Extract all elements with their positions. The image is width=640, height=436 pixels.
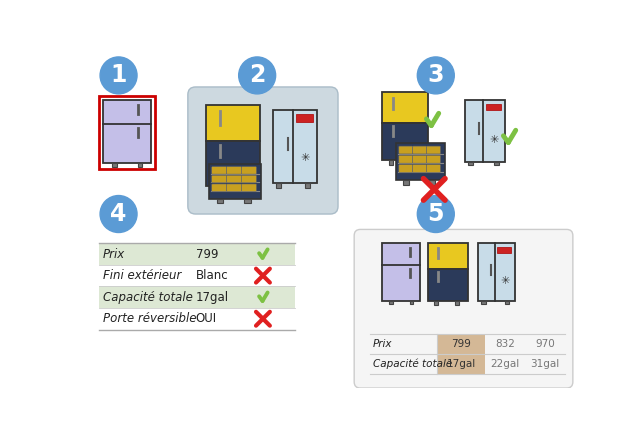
Text: 17gal: 17gal	[447, 359, 476, 369]
FancyBboxPatch shape	[427, 164, 440, 172]
FancyBboxPatch shape	[486, 104, 501, 110]
FancyBboxPatch shape	[227, 184, 241, 191]
FancyBboxPatch shape	[227, 175, 241, 183]
FancyBboxPatch shape	[216, 199, 223, 203]
Text: Prix: Prix	[103, 248, 125, 261]
Text: 832: 832	[495, 339, 515, 349]
Text: Prix: Prix	[372, 339, 392, 349]
FancyBboxPatch shape	[399, 146, 413, 154]
FancyBboxPatch shape	[497, 247, 511, 252]
FancyBboxPatch shape	[99, 308, 295, 330]
FancyBboxPatch shape	[99, 243, 295, 265]
FancyBboxPatch shape	[413, 160, 418, 165]
FancyBboxPatch shape	[212, 167, 227, 174]
Text: ✳: ✳	[300, 153, 309, 163]
Text: 3: 3	[428, 63, 444, 88]
FancyBboxPatch shape	[296, 115, 313, 122]
FancyBboxPatch shape	[305, 183, 310, 187]
FancyBboxPatch shape	[481, 301, 486, 304]
Text: Capacité totale: Capacité totale	[372, 359, 452, 369]
FancyBboxPatch shape	[112, 163, 116, 167]
FancyBboxPatch shape	[243, 186, 248, 191]
FancyBboxPatch shape	[354, 229, 573, 388]
Text: 5: 5	[428, 202, 444, 226]
FancyBboxPatch shape	[99, 286, 295, 308]
FancyBboxPatch shape	[429, 180, 435, 184]
Text: ✳: ✳	[489, 135, 499, 145]
FancyBboxPatch shape	[389, 160, 394, 165]
Circle shape	[100, 195, 137, 232]
FancyBboxPatch shape	[227, 167, 241, 174]
Text: Porte réversible: Porte réversible	[103, 312, 196, 325]
FancyBboxPatch shape	[241, 175, 257, 183]
FancyBboxPatch shape	[244, 199, 250, 203]
Text: Blanc: Blanc	[196, 269, 228, 282]
FancyBboxPatch shape	[410, 301, 413, 304]
FancyBboxPatch shape	[399, 164, 413, 172]
FancyBboxPatch shape	[437, 354, 485, 374]
FancyBboxPatch shape	[413, 146, 427, 154]
Circle shape	[417, 57, 454, 94]
Text: 22gal: 22gal	[490, 359, 520, 369]
Text: 1: 1	[110, 63, 127, 88]
Text: 799: 799	[451, 339, 471, 349]
Text: Capacité totale: Capacité totale	[103, 291, 193, 304]
FancyBboxPatch shape	[138, 163, 142, 167]
FancyBboxPatch shape	[276, 183, 282, 187]
FancyBboxPatch shape	[399, 155, 413, 163]
FancyBboxPatch shape	[428, 243, 468, 269]
FancyBboxPatch shape	[455, 301, 460, 305]
FancyBboxPatch shape	[214, 186, 220, 191]
FancyBboxPatch shape	[99, 265, 295, 286]
FancyBboxPatch shape	[103, 100, 151, 163]
FancyBboxPatch shape	[206, 141, 260, 186]
FancyBboxPatch shape	[241, 184, 257, 191]
Text: 31gal: 31gal	[531, 359, 560, 369]
FancyBboxPatch shape	[396, 143, 445, 180]
FancyBboxPatch shape	[403, 180, 409, 184]
Text: 970: 970	[535, 339, 555, 349]
FancyBboxPatch shape	[382, 243, 420, 301]
Text: 799: 799	[196, 248, 218, 261]
FancyBboxPatch shape	[382, 92, 428, 123]
Circle shape	[239, 57, 276, 94]
FancyBboxPatch shape	[209, 164, 261, 199]
FancyBboxPatch shape	[505, 301, 509, 304]
FancyBboxPatch shape	[437, 334, 485, 354]
FancyBboxPatch shape	[206, 105, 260, 141]
Text: Fini extérieur: Fini extérieur	[103, 269, 182, 282]
FancyBboxPatch shape	[382, 123, 428, 160]
Text: 17gal: 17gal	[196, 291, 228, 304]
FancyBboxPatch shape	[212, 184, 227, 191]
FancyBboxPatch shape	[434, 301, 438, 305]
FancyBboxPatch shape	[273, 110, 317, 183]
FancyBboxPatch shape	[212, 175, 227, 183]
Text: ✳: ✳	[500, 276, 509, 286]
FancyBboxPatch shape	[478, 243, 515, 301]
FancyBboxPatch shape	[241, 167, 257, 174]
FancyBboxPatch shape	[413, 155, 427, 163]
Circle shape	[100, 57, 137, 94]
Text: 2: 2	[249, 63, 266, 88]
FancyBboxPatch shape	[427, 146, 440, 154]
FancyBboxPatch shape	[428, 269, 468, 301]
FancyBboxPatch shape	[465, 100, 505, 162]
FancyBboxPatch shape	[413, 164, 427, 172]
FancyBboxPatch shape	[468, 162, 473, 165]
FancyBboxPatch shape	[494, 162, 499, 165]
Circle shape	[417, 195, 454, 232]
FancyBboxPatch shape	[389, 301, 393, 304]
Text: 4: 4	[110, 202, 127, 226]
FancyBboxPatch shape	[427, 155, 440, 163]
Text: OUI: OUI	[196, 312, 217, 325]
FancyBboxPatch shape	[188, 87, 338, 214]
